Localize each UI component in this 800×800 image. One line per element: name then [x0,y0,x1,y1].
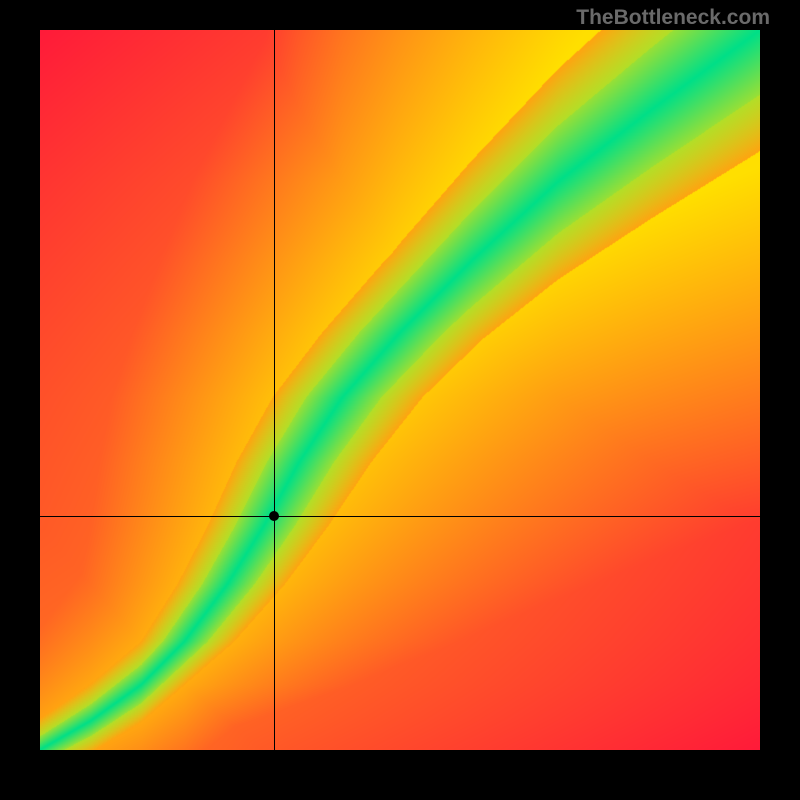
watermark-text: TheBottleneck.com [576,6,770,30]
crosshair-horizontal [40,516,760,517]
heatmap-canvas [40,30,760,750]
crosshair-vertical [274,30,275,750]
heatmap-plot [40,30,760,750]
selection-marker [269,511,279,521]
